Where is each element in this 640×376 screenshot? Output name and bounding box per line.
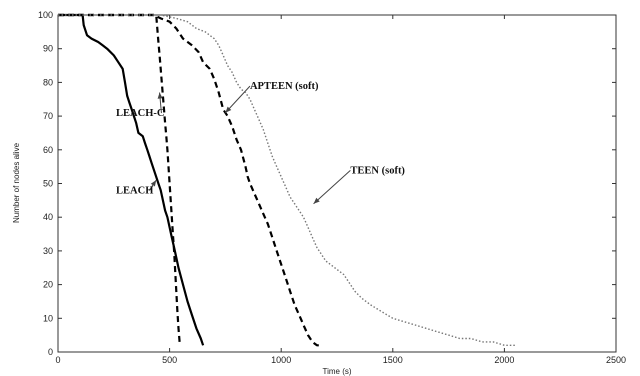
annotation-label-leach: LEACH xyxy=(116,186,153,197)
annotation-label-apteen-soft: APTEEN (soft) xyxy=(250,81,319,92)
y-tick-label: 100 xyxy=(38,10,53,20)
y-tick-label: 70 xyxy=(43,111,53,121)
annotations: LEACH-C LEACH APTEEN (soft) TEEN (soft) xyxy=(116,81,405,205)
y-tick-label: 20 xyxy=(43,280,53,290)
annotation-arrowhead-leach-c xyxy=(157,92,163,99)
series-line-teen-soft xyxy=(58,14,516,346)
annotation-label-leach-c: LEACH-C xyxy=(116,108,164,119)
y-axis-label: Number of nodes alive xyxy=(12,142,21,223)
y-tick-label: 80 xyxy=(43,77,53,87)
x-axis-label: Time (s) xyxy=(322,367,351,376)
series-line-apteen-soft xyxy=(58,13,322,347)
y-tick-label: 10 xyxy=(43,313,53,323)
y-tick-label: 0 xyxy=(48,347,53,357)
x-tick-label: 2500 xyxy=(606,355,626,365)
series-lines xyxy=(58,13,516,347)
annotation-arrow-teen-soft xyxy=(313,170,351,205)
y-tick-label: 60 xyxy=(43,145,53,155)
x-tick-label: 1500 xyxy=(383,355,403,365)
annotation-arrowhead-apteen-soft xyxy=(225,106,232,113)
series-line-leach-c xyxy=(58,13,181,342)
x-tick-label: 1000 xyxy=(271,355,291,365)
x-tick-label: 500 xyxy=(162,355,177,365)
y-tick-label: 40 xyxy=(43,212,53,222)
x-tick-label: 0 xyxy=(55,355,60,365)
x-tick-label: 2000 xyxy=(494,355,514,365)
annotation-arrow-apteen-soft xyxy=(225,85,251,114)
annotation-arrowhead-teen-soft xyxy=(313,197,320,204)
annotation-label-teen-soft: TEEN (soft) xyxy=(350,165,405,176)
y-tick-label: 50 xyxy=(43,179,53,189)
y-tick-label: 30 xyxy=(43,246,53,256)
plot-area xyxy=(57,14,617,353)
y-tick-label: 90 xyxy=(43,44,53,54)
annotation-arrowhead-leach xyxy=(150,180,157,187)
series-line-leach xyxy=(58,13,205,346)
